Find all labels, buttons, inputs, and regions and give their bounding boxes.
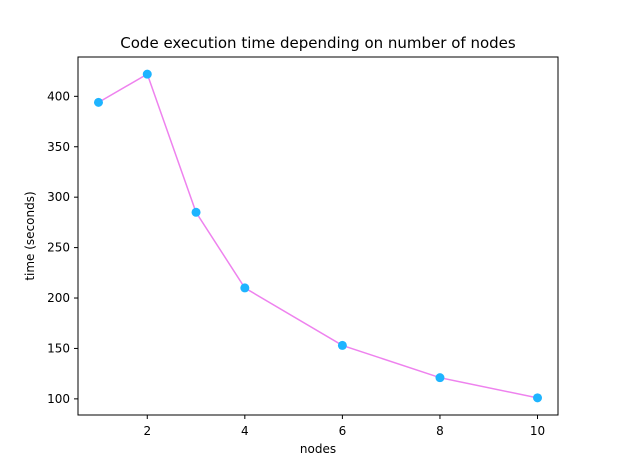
x-axis-label: nodes	[300, 442, 336, 456]
x-tick-label: 6	[339, 424, 347, 438]
data-point	[337, 340, 347, 350]
chart-title: Code execution time depending on number …	[120, 34, 516, 52]
data-point	[533, 393, 543, 403]
y-tick-label: 100	[47, 392, 70, 406]
data-point	[435, 373, 445, 383]
x-tick-label: 2	[143, 424, 151, 438]
y-tick-label: 200	[47, 291, 70, 305]
data-point	[93, 97, 103, 107]
x-tick-label: 4	[241, 424, 249, 438]
x-tick-label: 10	[530, 424, 545, 438]
plot-area	[93, 69, 543, 403]
y-axis-label: time (seconds)	[23, 191, 37, 280]
y-tick-label: 350	[47, 140, 70, 154]
data-point	[240, 283, 250, 293]
y-axis-ticks: 100 150 200 250 300 350 400	[47, 89, 78, 406]
x-tick-label: 8	[436, 424, 444, 438]
y-tick-label: 250	[47, 241, 70, 255]
x-axis-ticks: 2 4 6 8 10	[143, 415, 545, 438]
data-point	[191, 207, 201, 217]
y-tick-label: 300	[47, 190, 70, 204]
y-tick-label: 150	[47, 341, 70, 355]
axes-frame	[77, 56, 559, 416]
data-point	[142, 69, 152, 79]
y-tick-label: 400	[47, 89, 70, 103]
